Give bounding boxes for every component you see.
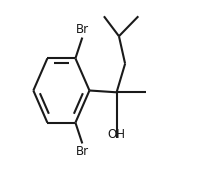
Text: OH: OH: [108, 128, 126, 141]
Text: Br: Br: [76, 23, 89, 36]
Text: Br: Br: [76, 145, 89, 158]
